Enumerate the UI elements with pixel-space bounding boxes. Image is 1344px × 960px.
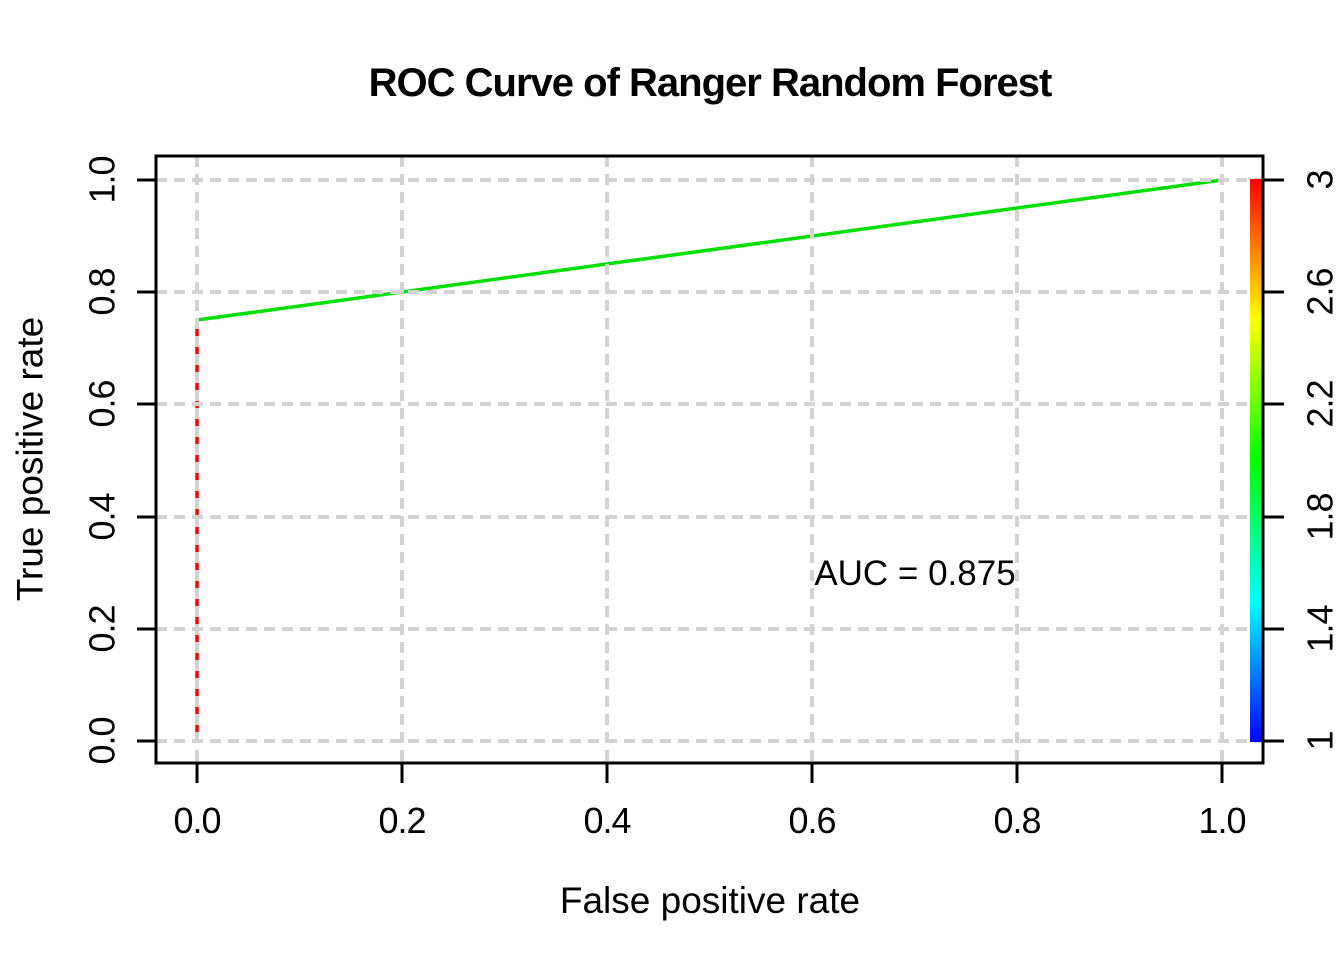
x-axis-title: False positive rate bbox=[560, 880, 860, 921]
colorbar-label-1: 1 bbox=[1300, 731, 1341, 750]
y-tick-label-0.0: 0.0 bbox=[82, 717, 123, 764]
colorbar-label-2.6: 2.6 bbox=[1300, 268, 1341, 315]
colorbar-labels: 3 2.6 2.2 1.8 1.4 1 bbox=[1300, 170, 1341, 750]
chart-title: ROC Curve of Ranger Random Forest bbox=[369, 61, 1052, 105]
x-axis-tick-labels: 0.0 0.2 0.4 0.6 0.8 1.0 bbox=[173, 800, 1246, 841]
x-tick-label-0.0: 0.0 bbox=[173, 800, 220, 841]
x-tick-label-0.8: 0.8 bbox=[993, 800, 1040, 841]
roc-line-green-segment bbox=[196, 178, 1223, 322]
x-tick-label-0.4: 0.4 bbox=[583, 800, 630, 841]
colorbar-label-3: 3 bbox=[1300, 170, 1341, 189]
auc-annotation: AUC = 0.875 bbox=[814, 554, 1015, 593]
x-tick-label-0.2: 0.2 bbox=[378, 800, 425, 841]
colorbar-label-1.4: 1.4 bbox=[1300, 605, 1341, 652]
y-tick-label-0.4: 0.4 bbox=[82, 493, 123, 540]
axis-ticks bbox=[137, 178, 1284, 783]
x-tick-label-0.6: 0.6 bbox=[788, 800, 835, 841]
y-tick-label-1.0: 1.0 bbox=[82, 156, 123, 203]
colorbar-gradient bbox=[1250, 179, 1262, 742]
y-axis-tick-labels: 0.0 0.2 0.4 0.6 0.8 1.0 bbox=[82, 156, 123, 764]
plot-border bbox=[154, 154, 1265, 765]
y-tick-label-0.2: 0.2 bbox=[82, 605, 123, 652]
colorbar-label-2.2: 2.2 bbox=[1300, 380, 1341, 427]
y-tick-label-0.6: 0.6 bbox=[82, 380, 123, 427]
colorbar-label-1.8: 1.8 bbox=[1300, 493, 1341, 540]
x-tick-label-1.0: 1.0 bbox=[1198, 800, 1245, 841]
grid-lines bbox=[156, 156, 1263, 763]
y-tick-label-0.8: 0.8 bbox=[82, 268, 123, 315]
y-axis-title: True positive rate bbox=[10, 317, 51, 601]
